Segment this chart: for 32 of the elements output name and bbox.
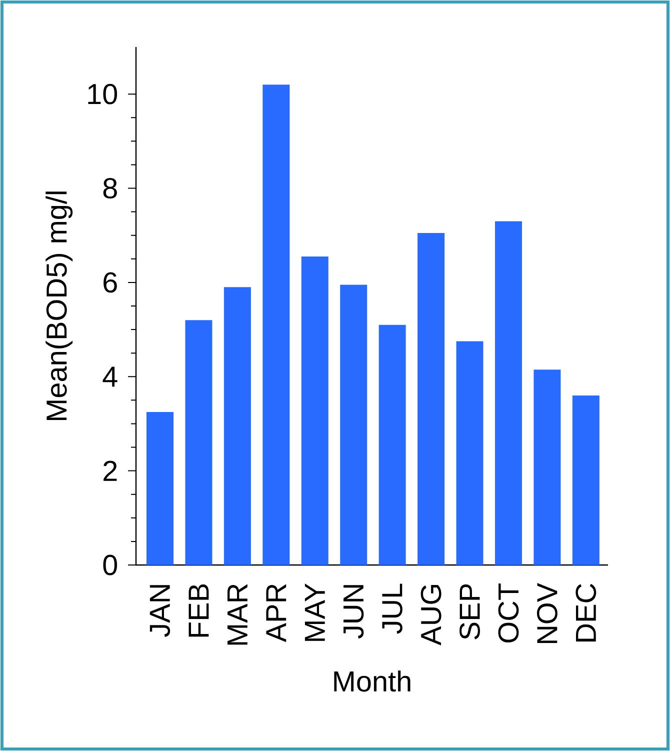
y-tick-label: 0 (103, 554, 118, 576)
x-tick-label: SEP (460, 584, 480, 640)
bar (572, 395, 600, 565)
x-tick-label: JUN (344, 585, 364, 639)
bar (262, 84, 290, 565)
bar (301, 256, 328, 565)
bar (224, 287, 251, 565)
x-tick-label: JAN (150, 585, 170, 637)
x-tick-label: NOV (536, 582, 558, 644)
bar (534, 370, 561, 565)
y-axis-title: Mean(BOD5) mg/l (46, 192, 73, 420)
bar (146, 412, 174, 565)
x-tick-label: AUG (420, 584, 442, 646)
y-tick-label: 6 (104, 272, 117, 293)
y-tick-label: 8 (103, 178, 117, 198)
x-tick-label: JUL (382, 584, 402, 634)
x-tick-label: MAR (228, 584, 248, 645)
x-tick-label: DEC (576, 584, 596, 642)
y-tick-label: 4 (102, 366, 118, 387)
x-tick-label: FEB (188, 584, 209, 637)
bar (418, 233, 445, 565)
x-tick-label: APR (266, 584, 286, 642)
bar (340, 284, 368, 565)
bar (456, 341, 484, 565)
x-axis-title: Month (334, 670, 410, 692)
x-tick-label: OCT (498, 583, 519, 642)
y-tick-label: 2 (104, 460, 117, 481)
y-tick-label: 10 (88, 84, 118, 104)
bar (378, 324, 406, 565)
bar (185, 320, 212, 565)
x-tick-label: MAY (304, 583, 325, 641)
bar (494, 221, 522, 565)
